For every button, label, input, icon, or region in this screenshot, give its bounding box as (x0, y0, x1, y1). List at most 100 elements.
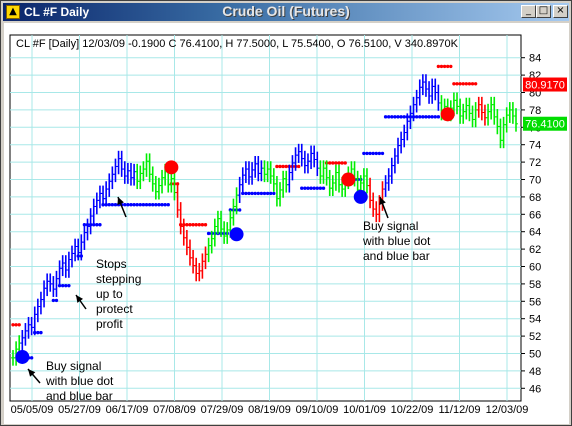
stop-dot (138, 203, 143, 207)
stop-dot (402, 115, 406, 119)
stop-dot (253, 191, 257, 196)
stop-dot (321, 186, 326, 190)
stop-dot (386, 115, 391, 119)
stop-dot (126, 203, 130, 207)
stop-dot (334, 161, 338, 165)
stop-dot (39, 330, 43, 335)
annotation-line: Buy signal (46, 359, 102, 373)
annotation-line: profit (96, 317, 123, 331)
stop-dot (129, 203, 133, 207)
sell-signal-marker (341, 172, 356, 187)
stop-dot (110, 203, 115, 207)
y-tick-label: 74 (529, 140, 541, 152)
stop-dot (449, 64, 453, 69)
annotation-arrowhead (76, 295, 84, 303)
stop-dot (303, 186, 307, 190)
y-tick-label: 46 (529, 383, 541, 395)
stop-dot (424, 115, 428, 119)
stop-dot (92, 223, 96, 227)
stop-dot (51, 298, 56, 303)
stop-dot (244, 191, 248, 196)
stop-dot (144, 203, 149, 207)
stop-dot (464, 82, 469, 86)
stop-dot (414, 115, 419, 119)
stop-dot (185, 223, 189, 227)
stop-dot (262, 191, 267, 196)
stop-dot (191, 223, 195, 227)
y-tick-label: 48 (529, 366, 541, 378)
stop-dot (237, 208, 242, 212)
close-button[interactable]: × (553, 5, 568, 18)
y-tick-label: 56 (529, 296, 541, 308)
annotation-line: protect (96, 302, 133, 316)
last-stop-badge (523, 77, 567, 92)
annotation-line: Buy signal (363, 219, 419, 233)
stop-dot (188, 223, 192, 227)
chart-area[interactable]: 4648505254565860626466687072747678808284… (4, 23, 569, 424)
stop-dot (166, 203, 170, 207)
stop-dot (430, 115, 434, 119)
stop-dot (306, 186, 310, 190)
last-stop-badge-text: 80.9170 (525, 80, 565, 92)
annotation-line: with blue dot (46, 374, 114, 388)
stop-dot (60, 283, 65, 288)
y-tick-label: 70 (529, 175, 541, 187)
stop-dot (272, 191, 276, 196)
stop-dot (371, 151, 375, 156)
last-price-badge (523, 116, 567, 131)
y-tick-label: 52 (529, 331, 541, 343)
x-tick-label: 10/22/09 (391, 404, 434, 416)
stop-dot (194, 223, 198, 227)
y-tick-label: 50 (529, 349, 541, 361)
stop-dot (29, 356, 34, 360)
stop-dot (160, 203, 164, 207)
stop-dot (362, 151, 366, 156)
stop-dot (337, 161, 341, 165)
stop-dot (284, 164, 288, 169)
stop-dot (98, 223, 102, 227)
stop-dot (396, 115, 400, 119)
stop-dot (436, 115, 441, 119)
sell-signal-marker (440, 107, 455, 122)
x-tick-label: 12/03/09 (486, 404, 529, 416)
stop-dot (318, 186, 323, 190)
title-bar[interactable]: ▲ CL #F Daily Crude Oil (Futures) _ □ × (3, 3, 569, 21)
x-tick-label: 05/27/09 (58, 404, 101, 416)
chart-app-icon: ▲ (6, 5, 20, 19)
stop-dot (123, 203, 127, 207)
plot-frame (9, 34, 522, 402)
annotation-stops-stepping: Stops stepping up to protect profit (96, 257, 141, 332)
stop-dot (439, 64, 444, 69)
y-tick-label: 62 (529, 244, 541, 256)
annotation-arrowhead (117, 197, 124, 205)
stop-dot (175, 182, 180, 186)
stop-dot (343, 161, 347, 165)
ohlc-info-line: CL #F [Daily] 12/03/09 -0.1900 C 76.4100… (16, 38, 459, 50)
stop-dot (17, 323, 21, 327)
price-chart[interactable]: 4648505254565860626466687072747678808284… (4, 23, 569, 424)
stop-dot (64, 283, 68, 288)
stop-dot (107, 203, 111, 207)
stop-dot (380, 151, 385, 156)
buy-signal-marker (15, 349, 30, 364)
stop-dot (256, 191, 260, 196)
stop-dot (390, 115, 394, 119)
stop-dot (377, 151, 382, 156)
annotation-line: and blue bar (46, 389, 113, 403)
stop-dot (312, 186, 316, 190)
x-tick-label: 08/19/09 (248, 404, 291, 416)
stop-dot (135, 203, 139, 207)
stop-dot (473, 82, 478, 86)
maximize-button[interactable]: □ (536, 5, 551, 18)
stop-dot (309, 186, 313, 190)
annotation-line: Stops (96, 257, 127, 271)
x-tick-label: 09/10/09 (296, 404, 339, 416)
y-tick-label: 58 (529, 279, 541, 291)
minimize-button[interactable]: _ (521, 5, 536, 18)
stop-dot (275, 164, 279, 169)
annotation-buy-signal-2: Buy signal with blue dot and blue bar (363, 219, 430, 264)
stop-dot (331, 161, 335, 165)
annotation-arrowhead (28, 369, 36, 377)
stop-dot (197, 223, 201, 227)
